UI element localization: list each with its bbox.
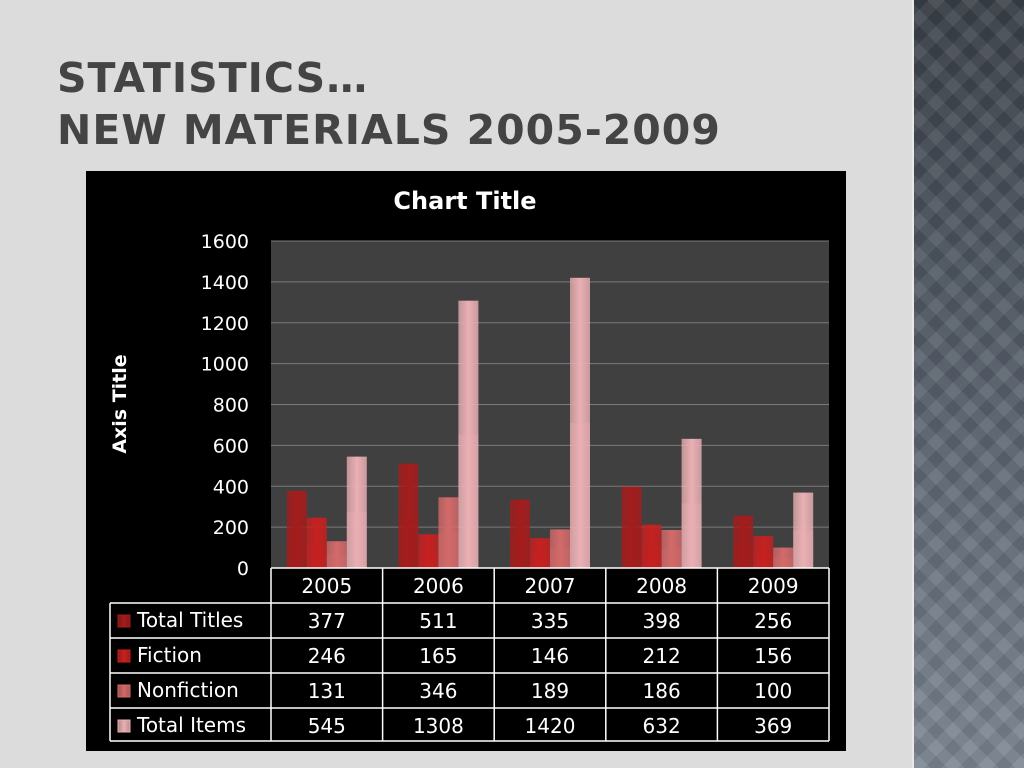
- bar-shade: [641, 546, 662, 568]
- bar: [530, 538, 550, 568]
- bar: [418, 534, 439, 568]
- bar-shade: [458, 434, 479, 568]
- y-axis-title: Axis Title: [109, 354, 131, 453]
- data-label: 246: [308, 644, 346, 668]
- bar-shade: [733, 541, 754, 568]
- bar: [753, 536, 774, 568]
- data-label: 186: [643, 679, 681, 703]
- legend-label: Nonfiction: [137, 678, 239, 702]
- bar: [773, 547, 794, 568]
- data-label: 1420: [525, 714, 576, 738]
- bar-shade: [661, 548, 682, 568]
- bar-shade: [530, 553, 550, 568]
- legend-swatch: [117, 684, 131, 698]
- bar: [510, 499, 530, 568]
- data-label: 165: [419, 644, 457, 668]
- bar: [458, 300, 479, 568]
- bar: [346, 456, 367, 568]
- bar-shade: [621, 527, 642, 568]
- data-label: 398: [643, 609, 681, 633]
- x-category-label: 2006: [413, 574, 464, 598]
- bar: [621, 486, 642, 568]
- y-tick-label: 1400: [201, 272, 249, 294]
- data-label: 189: [531, 679, 569, 703]
- y-tick-label: 1600: [201, 231, 249, 253]
- legend-label: Total Titles: [136, 608, 243, 632]
- data-label: 156: [754, 644, 792, 668]
- bar-shade: [753, 552, 774, 568]
- bar: [733, 515, 754, 568]
- data-label: 346: [419, 679, 457, 703]
- bar-shade: [346, 512, 367, 568]
- bar: [550, 529, 570, 568]
- bar-shade: [306, 542, 327, 568]
- x-category-label: 2009: [748, 574, 799, 598]
- slide-title: STATISTICS… NEW MATERIALS 2005-2009: [57, 52, 721, 156]
- y-tick-label: 800: [213, 395, 249, 417]
- bar: [326, 541, 347, 568]
- bar-shade: [286, 529, 307, 568]
- chart-svg: Chart Title Axis Title 0 200 400 600 800 1000 12…: [109, 187, 830, 742]
- data-label: 369: [754, 714, 792, 738]
- slide-title-line-1: STATISTICS…: [57, 54, 369, 102]
- bar: [641, 524, 662, 568]
- data-label: 545: [308, 714, 346, 738]
- bar: [286, 490, 307, 568]
- data-label: 100: [754, 679, 792, 703]
- bar-shade: [398, 515, 419, 568]
- legend-label: Fiction: [137, 643, 202, 667]
- bar: [438, 497, 459, 568]
- y-tick-label: 0: [237, 558, 249, 580]
- y-tick-label: 200: [213, 517, 249, 539]
- data-label: 1308: [413, 714, 464, 738]
- data-label: 511: [419, 609, 457, 633]
- bar: [570, 277, 590, 568]
- slide-title-line-2: NEW MATERIALS 2005-2009: [57, 106, 721, 154]
- bar: [681, 438, 702, 568]
- decorative-side-panel: [912, 0, 1024, 768]
- y-tick-label: 400: [213, 476, 249, 498]
- legend-swatch: [117, 719, 131, 733]
- y-tick-label: 1000: [201, 354, 249, 376]
- x-category-label: 2008: [636, 574, 687, 598]
- bar-shade: [418, 551, 439, 568]
- data-label: 335: [531, 609, 569, 633]
- data-label: 377: [308, 609, 346, 633]
- chart-container: Chart Title Axis Title 0 200 400 600 800 1000 12…: [86, 171, 846, 751]
- bar-shade: [438, 532, 459, 568]
- data-label: 256: [754, 609, 792, 633]
- legend-swatch: [117, 649, 131, 663]
- data-label: 131: [308, 679, 346, 703]
- legend-swatch: [117, 614, 131, 628]
- slide-area: STATISTICS… NEW MATERIALS 2005-2009 Char…: [57, 52, 846, 751]
- bar-shade: [326, 554, 347, 568]
- bar: [398, 463, 419, 568]
- data-label: 146: [531, 644, 569, 668]
- legend-label: Total Items: [136, 713, 246, 737]
- x-category-label: 2005: [301, 574, 352, 598]
- x-category-label: 2007: [525, 574, 576, 598]
- y-tick-label: 600: [213, 435, 249, 457]
- bar-shade: [681, 503, 702, 568]
- data-label: 632: [643, 714, 681, 738]
- bar: [661, 529, 682, 568]
- bar: [793, 492, 814, 568]
- chart-title: Chart Title: [393, 187, 536, 215]
- bar-shade: [550, 548, 570, 568]
- bar-shade: [510, 533, 530, 568]
- bar: [306, 517, 327, 568]
- bar-shade: [773, 557, 794, 568]
- data-label: 212: [643, 644, 681, 668]
- bar-shade: [570, 422, 590, 568]
- y-tick-label: 1200: [201, 313, 249, 335]
- bar-shade: [793, 530, 814, 568]
